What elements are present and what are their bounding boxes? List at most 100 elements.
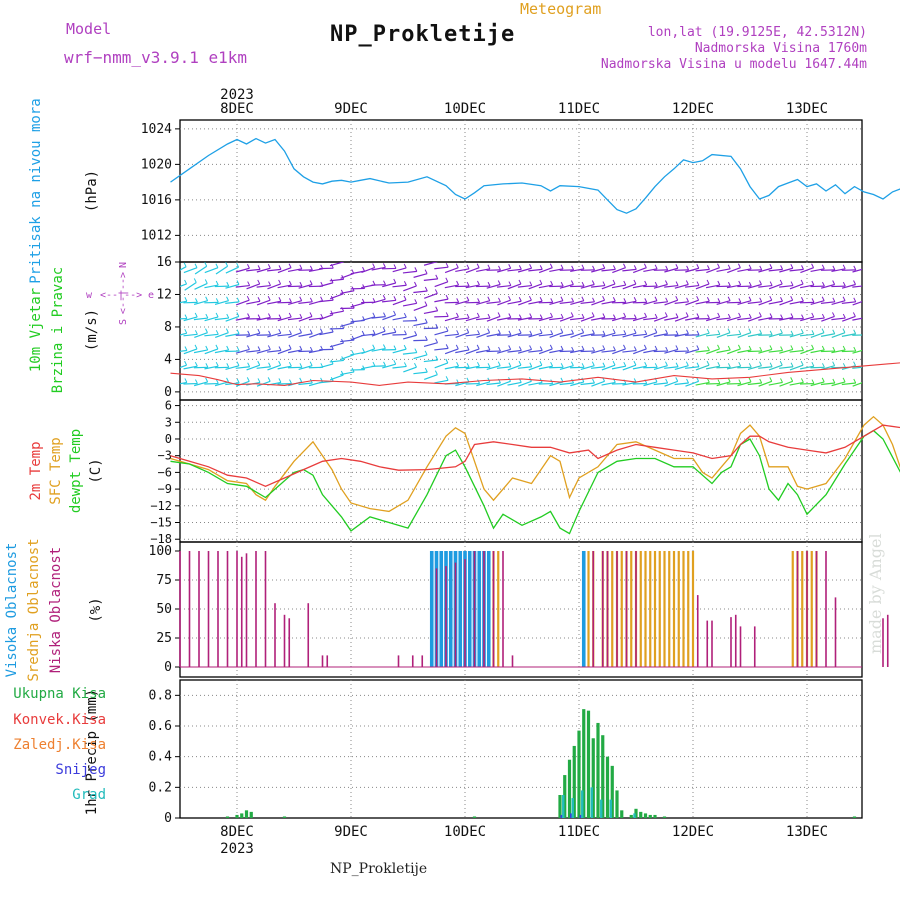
wind-barb-flag [717, 298, 721, 303]
wind-barb [329, 278, 344, 282]
wind-barb [622, 268, 637, 272]
wind-barb [496, 366, 511, 369]
wind-barb [528, 332, 543, 338]
wind-barb [820, 283, 835, 289]
wind-barb [215, 265, 228, 275]
wind-barb-flag [362, 284, 366, 289]
wind-barb [267, 283, 281, 290]
cloud-bar [307, 603, 310, 667]
wind-barb [559, 283, 574, 289]
wind-barb-flag [800, 360, 804, 366]
wind-barb [518, 380, 532, 387]
wind-barb [180, 364, 187, 369]
cloud-bar [682, 551, 685, 667]
wind-barb [277, 333, 292, 337]
wind-barb [329, 310, 344, 315]
wind-barb [528, 283, 543, 290]
wind-barb-flag [246, 264, 250, 269]
wind-barb [863, 382, 877, 385]
wind-barb [611, 316, 626, 322]
wind-barb-flag [706, 279, 710, 285]
wind-barb-flag [236, 312, 240, 317]
wind-barb-flag [790, 295, 794, 301]
y-tick-label: 0.8 [149, 688, 172, 703]
wind-barb-flag [769, 330, 773, 336]
wind-barb [465, 284, 480, 289]
wind-barb [653, 382, 668, 386]
precip-legend-entry: Konvek.Kisa [13, 712, 106, 728]
wind-barb-flag [875, 265, 877, 269]
wind-barb-flag [885, 313, 887, 317]
wind-barb [643, 349, 658, 354]
precip-bar [620, 810, 624, 818]
wind-barb [528, 349, 543, 353]
cloud-bar [464, 559, 466, 667]
wind-barb-flag [445, 376, 449, 381]
wind-barb [486, 333, 501, 337]
wind-barb [204, 316, 219, 322]
wind-barb [601, 381, 616, 386]
wind-barb-flag [696, 295, 700, 301]
wind-barb [476, 381, 490, 387]
wind-barb-flag [665, 265, 669, 271]
wind-barb [246, 349, 261, 353]
wind-barb [632, 284, 647, 289]
wind-barb-flag [643, 344, 647, 350]
wind-barb-flag [289, 298, 292, 303]
wind-barb [747, 301, 762, 304]
wind-barb-flag [853, 361, 856, 366]
wind-barb-flag [811, 298, 815, 303]
wind-barb-flag [864, 282, 866, 286]
y-tick-label: 1020 [141, 157, 172, 172]
wind-barb-flag [738, 379, 742, 384]
wind-barb-flag [560, 313, 564, 319]
wind-barb [810, 332, 825, 339]
wind-barb-flag [330, 310, 334, 315]
meteogram-label: Meteogram [520, 0, 602, 18]
wind-barb-flag [226, 377, 229, 383]
wind-barb [841, 333, 856, 337]
wind-barb-flag [435, 355, 439, 361]
wind-barb-flag [529, 362, 533, 367]
wind-barb [789, 349, 804, 353]
wind-barb [884, 269, 898, 271]
wind-barb-flag [424, 301, 428, 306]
wind-barb-flag [581, 363, 585, 368]
wind-barb [267, 364, 281, 371]
wind-barb [214, 349, 229, 354]
wind-barb-flag [215, 312, 219, 318]
wind-barb-flag [268, 313, 271, 318]
compass-north-label: N [118, 262, 129, 268]
wind-barb-flag [183, 262, 187, 267]
wind-barb-flag [403, 362, 407, 367]
wind-barb [664, 284, 679, 288]
wind-barb-flag [393, 345, 397, 350]
wind-barb-flag [414, 267, 418, 272]
wind-barb-flag [612, 328, 616, 334]
wind-barb [894, 317, 900, 321]
wind-barb-flag [832, 297, 836, 303]
wind-barb [423, 262, 438, 266]
wind-barb [382, 251, 396, 254]
wind-barb-flag [373, 249, 375, 253]
wind-barb-flag [821, 363, 825, 368]
wind-barb [873, 285, 887, 288]
wind-barb-flag [769, 264, 773, 269]
wind-barb [486, 301, 501, 304]
wind-barb-flag [832, 346, 836, 352]
wind-barb [434, 347, 449, 351]
wind-barb [402, 334, 417, 340]
wind-barb [246, 283, 260, 290]
precip-bar [615, 790, 619, 818]
wind-barb-flag [476, 263, 480, 268]
y-tick-label: 0 [164, 385, 172, 400]
wind-barb-flag [896, 315, 898, 319]
wind-barb [559, 301, 574, 304]
wind-barb-flag [184, 346, 188, 351]
wind-barb [643, 332, 658, 339]
wind-barb-flag [518, 297, 522, 302]
wind-barb [340, 272, 354, 279]
cloud-bar [587, 551, 590, 667]
wind-barb [601, 364, 616, 371]
y-tick-label: 6 [165, 399, 172, 413]
